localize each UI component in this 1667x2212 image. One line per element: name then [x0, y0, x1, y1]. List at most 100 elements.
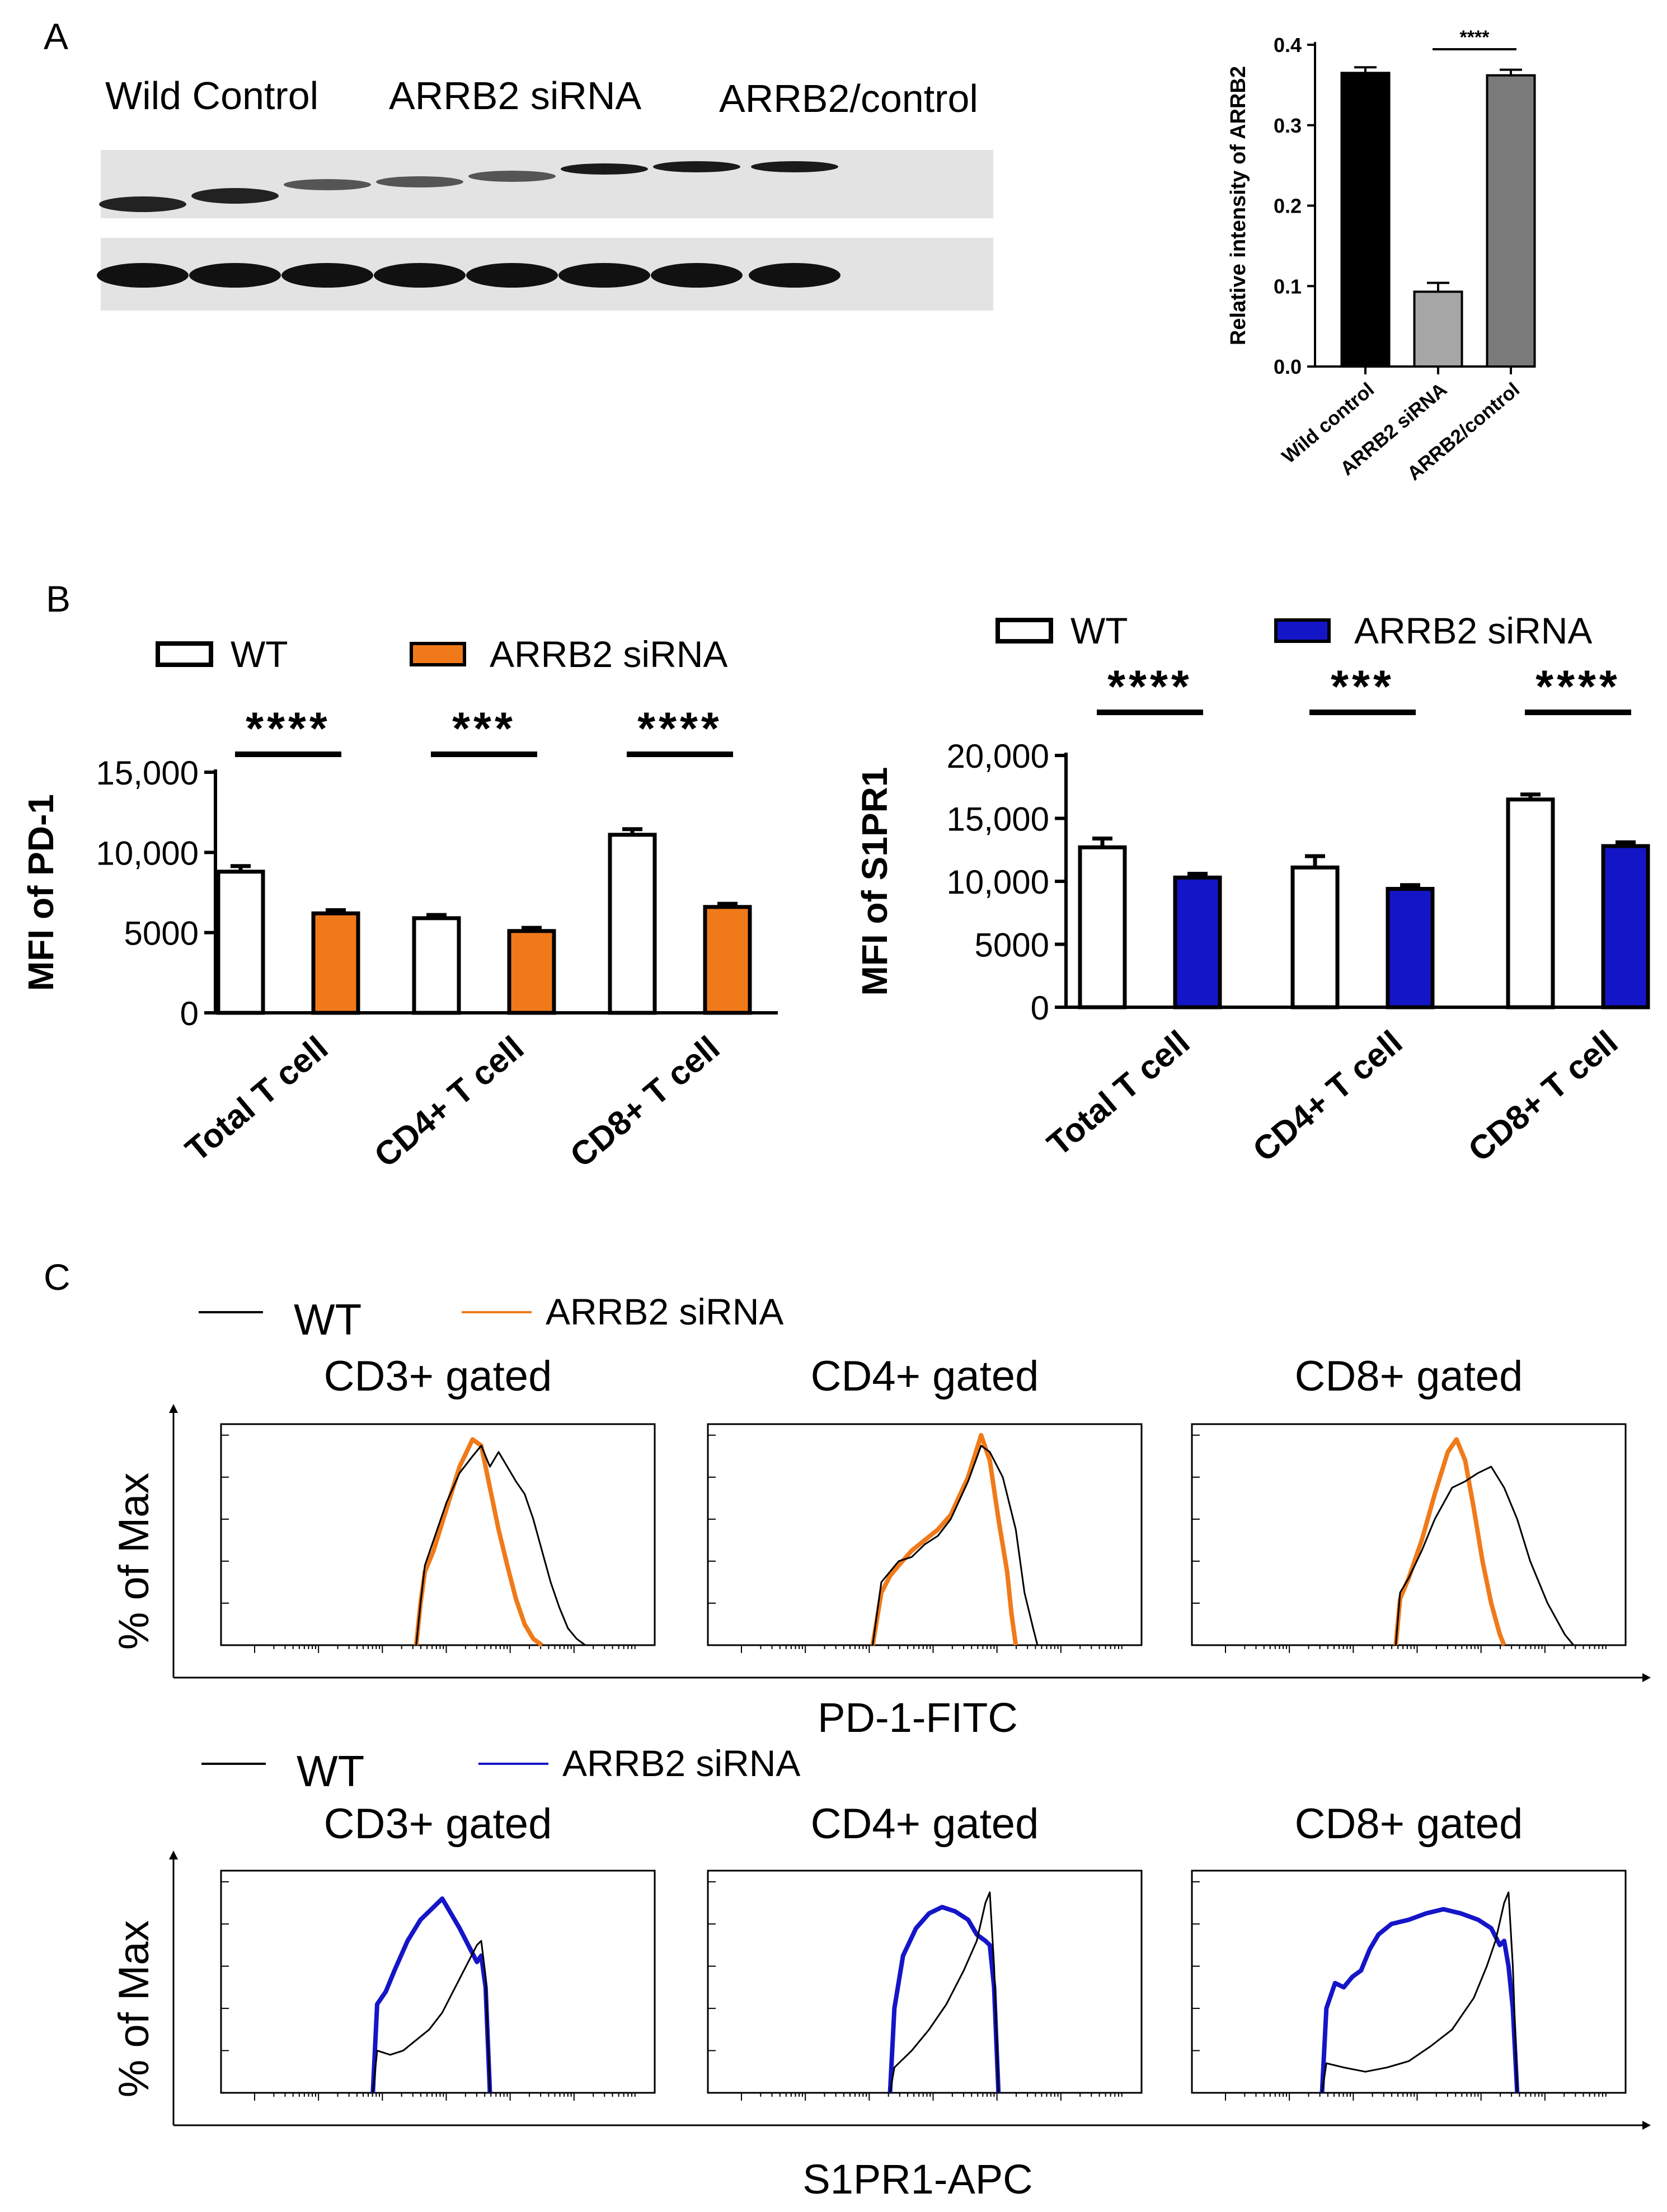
bar-wt: [608, 833, 657, 1015]
blot-band-top-3: [376, 176, 463, 187]
significance-label: ***: [452, 703, 516, 754]
legend-swatch-sirna: [410, 642, 466, 666]
bar-sirna: [1173, 875, 1222, 1009]
bar-wt: [1290, 865, 1340, 1009]
y-tick-label: 0.4: [1274, 34, 1302, 57]
legend-label-wt: WT: [294, 1295, 361, 1344]
blot-group-label-1: ARRB2 siRNA: [389, 74, 642, 118]
bar: [1486, 74, 1536, 368]
x-arrow-head: [1642, 1673, 1651, 1682]
bar-wt: [216, 870, 265, 1015]
y-axis-label: Relative intensity of ARRB2: [1227, 66, 1250, 345]
legend-swatch-wt: [156, 641, 213, 667]
y-tick-label: 0.2: [1274, 195, 1302, 218]
bar-sirna: [1601, 844, 1650, 1009]
blot-band-top-2: [284, 179, 371, 190]
panel-label-c: C: [44, 1256, 71, 1298]
bar-sirna: [1386, 887, 1435, 1009]
histogram-wt-curve: [372, 1940, 491, 2093]
histogram-wt-curve: [415, 1445, 586, 1646]
y-axis-label: % of Max: [110, 1473, 158, 1650]
y-arrow-head: [169, 1404, 178, 1413]
y-tick-label: 0: [1031, 989, 1049, 1027]
blot-band-top-0: [99, 196, 186, 212]
bar-sirna: [311, 911, 360, 1015]
y-axis-label: MFI of S1PR1: [854, 767, 895, 996]
bar-wt: [1506, 797, 1555, 1009]
x-tick-label: CD8+ T cell: [563, 1029, 726, 1175]
bar-wt: [412, 916, 461, 1015]
blot-strip-top: [101, 150, 993, 218]
y-arrow-head: [169, 1851, 178, 1859]
histogram-frame: [1191, 1423, 1627, 1646]
x-axis-label: PD-1-FITC: [818, 1694, 1018, 1741]
blot-band-top-1: [191, 188, 279, 204]
histogram-title: CD4+ gated: [811, 1800, 1039, 1848]
significance-label: ****: [1460, 27, 1490, 48]
histogram-wt-curve: [1394, 1466, 1575, 1646]
legend-label-sirna: ARRB2 siRNA: [562, 1743, 800, 1784]
panel-label-b: B: [46, 578, 71, 619]
histogram-sirna-curve: [1319, 1906, 1520, 2093]
histogram-frame: [707, 1870, 1143, 2094]
x-tick-label: CD4+ T cell: [367, 1029, 530, 1175]
x-axis-label: S1PR1-APC: [802, 2156, 1032, 2202]
y-tick-label: 0: [180, 995, 199, 1032]
s1pr1-mfi-chart: WT ARRB2 siRNA 0 5000 10,000 15,000 20,000 MFI …: [854, 610, 1650, 1169]
histogram-title: CD8+ gated: [1295, 1800, 1523, 1848]
y-axis-label: % of Max: [110, 1920, 158, 2098]
legend-label-sirna: ARRB2 siRNA: [546, 1291, 783, 1332]
x-tick-label: Total T cell: [1040, 1023, 1197, 1163]
x-arrow-head: [1642, 2121, 1651, 2130]
bar-sirna: [703, 905, 752, 1015]
blot-band-bottom-0: [97, 263, 189, 288]
histogram-title: CD3+ gated: [324, 1800, 552, 1848]
histogram-wt-curve: [889, 1891, 999, 2093]
histogram-frame: [220, 1870, 656, 2094]
blot-band-bottom-1: [189, 263, 281, 288]
y-tick-label: 15,000: [946, 801, 1049, 838]
pd1-histogram-row: WT ARRB2 siRNA % of Max PD-1-FITC CD3+ gated…: [110, 1291, 1651, 1741]
significance-label: ****: [1107, 661, 1192, 712]
blot-band-bottom-6: [651, 263, 743, 288]
bar: [1340, 72, 1391, 368]
histogram-sirna-curve: [870, 1433, 1018, 1646]
histogram-frame: [707, 1423, 1143, 1646]
blot-band-bottom-5: [558, 263, 650, 288]
arrb2-intensity-chart: 0.0 0.1 0.2 0.3 0.4 Relative intensity of ARR…: [1227, 27, 1536, 485]
bar: [1413, 290, 1463, 368]
histogram-frame: [1191, 1870, 1627, 2094]
pd1-mfi-chart: WT ARRB2 siRNA 0 5000 10,000 15,000 MFI of PD-…: [21, 633, 778, 1175]
legend-label-sirna: ARRB2 siRNA: [1354, 610, 1592, 651]
blot-group-label-0: Wild Control: [105, 74, 318, 118]
significance-label: ***: [1331, 661, 1394, 712]
blot-band-bottom-2: [281, 263, 373, 288]
blot-band-top-4: [468, 171, 556, 182]
histogram-sirna-curve: [370, 1896, 492, 2093]
histogram-title: CD8+ gated: [1295, 1352, 1523, 1400]
bar-sirna: [507, 929, 556, 1015]
significance-label: ****: [246, 703, 331, 754]
s1pr1-histogram-row: WT ARRB2 siRNA % of Max S1PR1-APC CD3+ gated…: [110, 1743, 1651, 2202]
histogram-wt-curve: [1321, 1891, 1518, 2093]
blot-band-bottom-7: [749, 263, 840, 288]
y-tick-label: 5000: [124, 915, 199, 952]
legend-label-wt: WT: [231, 633, 288, 675]
y-axis-label: MFI of PD-1: [21, 794, 61, 991]
blot-band-bottom-4: [466, 263, 558, 288]
blot-band-top-7: [751, 161, 838, 172]
histogram-title: CD3+ gated: [324, 1352, 552, 1400]
legend-swatch-sirna: [1274, 618, 1331, 643]
blot-band-bottom-3: [374, 263, 466, 288]
y-tick-label: 10,000: [946, 863, 1049, 901]
blot-band-top-6: [653, 161, 740, 172]
panel-label-a: A: [44, 16, 68, 57]
significance-label: ****: [1535, 661, 1621, 712]
significance-label: ****: [637, 703, 722, 754]
histogram-sirna-curve: [887, 1905, 1001, 2093]
western-blot: Wild Control ARRB2 siRNA ARRB2/control: [97, 74, 993, 311]
legend-label-wt: WT: [297, 1746, 364, 1796]
y-tick-label: 0.3: [1274, 114, 1302, 137]
x-tick-label: CD8+ T cell: [1461, 1023, 1624, 1169]
